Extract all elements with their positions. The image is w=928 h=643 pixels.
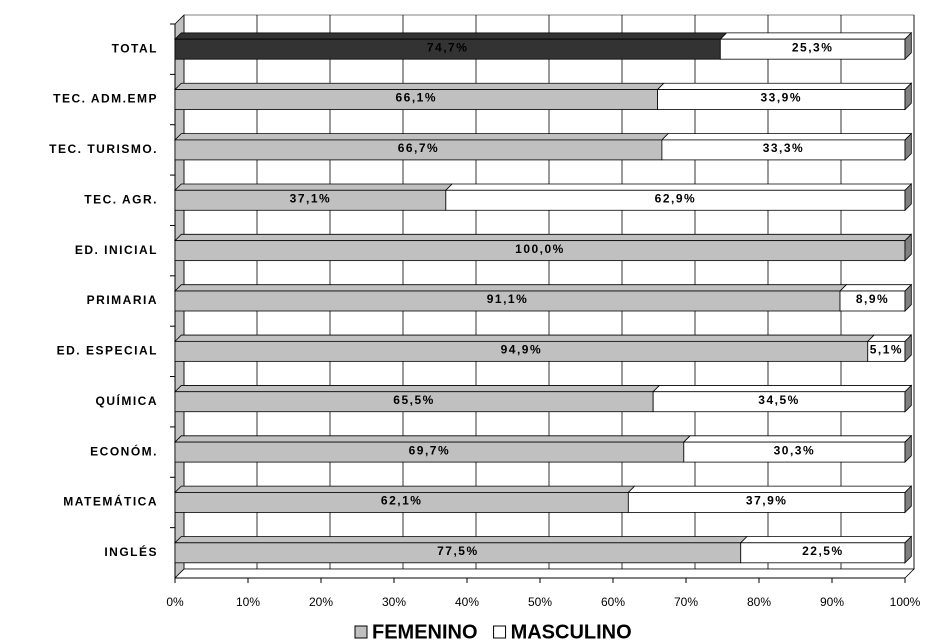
data-label: 74,7% [427,40,469,54]
x-tick-label: 0% [166,595,184,609]
bar-end [904,82,912,111]
data-label: 62,9% [655,191,697,205]
bar-end [904,535,912,564]
bar-end [904,132,912,161]
bar-top [174,32,728,40]
y-tick-label: PRIMARIA [87,293,158,307]
data-label: 77,5% [437,544,479,558]
bar-top [660,133,913,141]
data-label: 33,9% [760,91,802,105]
x-tick-label: 20% [309,595,333,609]
bar-end [904,233,912,262]
x-tick-label: 10% [236,595,260,609]
data-label: 69,7% [409,443,451,457]
bar-top [174,435,692,443]
data-label: 94,9% [501,343,543,357]
legend-swatch [493,625,507,639]
bar-end [904,334,912,363]
x-tick-label: 100% [890,595,921,609]
x-tick-label: 40% [455,595,479,609]
bar-top [839,284,913,292]
data-label: 34,5% [758,393,800,407]
data-label: 65,5% [393,393,435,407]
x-tick-label: 80% [747,595,771,609]
bar-top [444,183,913,191]
bar-top [739,536,913,544]
bar-top [866,334,913,342]
y-tick-label: MATEMÁTICA [63,494,158,509]
legend-label: MASCULINO [511,621,632,643]
bar-end [904,31,912,61]
data-label: 33,3% [763,141,805,155]
x-tick-label: 70% [674,595,698,609]
y-tick-label: ED. INICIAL [75,243,158,257]
y-tick-label: TEC. AGR. [84,192,158,206]
x-tick-label: 90% [820,595,844,609]
y-tick-label: ED. ESPECIAL [57,344,158,358]
bar-top [627,485,913,493]
data-label: 37,9% [746,494,788,508]
bar-end [904,283,912,312]
bar-top [174,82,665,90]
data-label: 5,1% [870,343,903,357]
legend-label: FEMENINO [372,621,478,643]
bar-top [682,435,913,443]
x-tick-label: 50% [528,595,552,609]
y-tick-label: TOTAL [112,41,158,55]
data-label: 62,1% [381,494,423,508]
bar-end [904,384,912,413]
data-label: 100,0% [515,242,565,256]
bar-top [174,233,913,242]
bar-top [652,385,913,393]
data-label: 8,9% [856,292,889,306]
bar-top [174,385,661,393]
y-tick-label: INGLÉS [104,544,158,559]
y-tick-label: ECONÓM. [90,443,158,458]
data-label: 25,3% [792,40,834,54]
bar-top [174,536,749,544]
data-label: 91,1% [487,292,529,306]
data-label: 66,7% [398,141,440,155]
data-label: 30,3% [774,443,816,457]
data-label: 37,1% [290,191,332,205]
y-tick-label: QUÍMICA [96,393,159,408]
bar-end [904,434,912,464]
data-label: 22,5% [802,544,844,558]
bar-top [656,82,913,90]
y-tick-label: TEC. ADM.EMP [53,92,158,106]
floor [174,568,915,579]
bar-top [174,334,876,342]
bar-end [904,485,912,514]
legend-swatch [354,625,368,639]
bar-top [174,284,848,292]
bar-top [174,133,670,141]
x-tick-label: 60% [601,595,625,609]
bar-top [719,32,913,40]
x-tick-label: 30% [382,595,406,609]
bar-top [174,485,636,493]
bar-top [174,183,454,191]
bar-end [904,183,912,212]
y-tick-label: TEC. TURISMO. [49,142,158,156]
data-label: 66,1% [395,91,437,105]
